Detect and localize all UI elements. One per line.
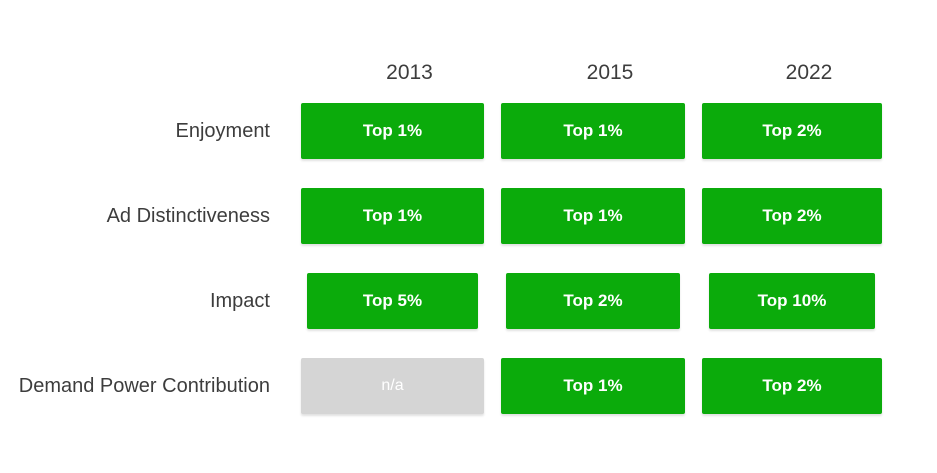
score-cell-demand-power-2022: Top 2% [702, 358, 882, 414]
score-cell-enjoyment-2015: Top 1% [501, 103, 685, 159]
score-cell-impact-2022: Top 10% [709, 273, 875, 329]
score-cell-ad-distinctiveness-2013: Top 1% [301, 188, 484, 244]
row-label-impact: Impact [209, 290, 270, 312]
column-header-2015: 2015 [586, 61, 634, 84]
score-cell-demand-power-2015: Top 1% [501, 358, 685, 414]
score-cell-ad-distinctiveness-2015: Top 1% [501, 188, 685, 244]
score-cell-impact-2013: Top 5% [307, 273, 478, 329]
row-label-demand-power-contribution: Demand Power Contribution [18, 375, 270, 397]
score-cell-enjoyment-2022: Top 2% [702, 103, 882, 159]
score-cell-impact-2015: Top 2% [506, 273, 680, 329]
score-cell-ad-distinctiveness-2022: Top 2% [702, 188, 882, 244]
column-header-2013: 2013 [386, 61, 433, 84]
column-header-2022: 2022 [785, 61, 833, 84]
row-label-ad-distinctiveness: Ad Distinctiveness [106, 205, 270, 227]
score-cell-enjoyment-2013: Top 1% [301, 103, 484, 159]
score-cell-demand-power-2013-na: n/a [301, 358, 484, 414]
row-label-enjoyment: Enjoyment [175, 120, 271, 142]
